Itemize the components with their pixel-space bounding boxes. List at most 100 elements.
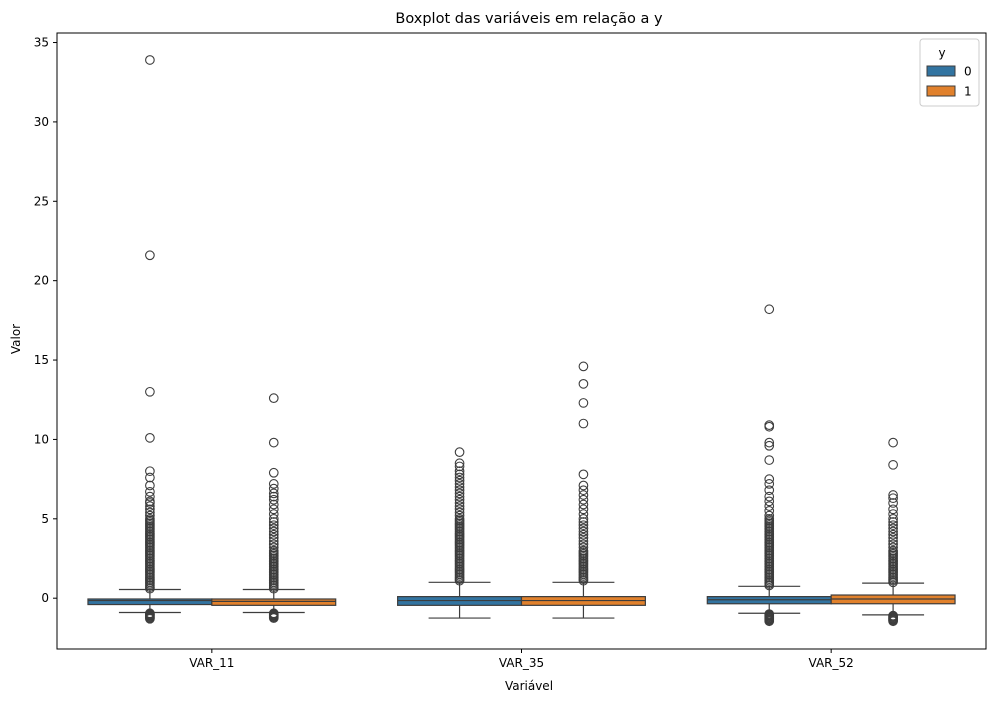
outlier-point <box>764 501 775 511</box>
outlier-point <box>454 501 465 511</box>
outlier-point <box>764 474 775 484</box>
outlier-point <box>145 55 155 65</box>
outlier-point <box>578 361 589 372</box>
box-VAR_52-y1 <box>830 437 956 627</box>
outlier-point <box>454 504 465 515</box>
outlier-point <box>764 510 775 521</box>
y-tick-label: 5 <box>41 512 49 526</box>
outlier-point <box>268 529 279 540</box>
outlier-point <box>145 501 155 511</box>
chart-title: Boxplot das variáveis em relação a y <box>395 11 663 27</box>
outlier-point <box>578 494 589 505</box>
outlier-point <box>764 491 775 502</box>
outlier-point <box>888 520 898 531</box>
outlier-point <box>764 506 775 516</box>
outlier-point <box>268 526 279 537</box>
outlier-point <box>578 533 589 543</box>
x-axis: VAR_11 VAR_35 VAR_52 <box>189 649 854 670</box>
outlier-point <box>454 507 465 518</box>
outlier-point <box>578 490 589 500</box>
outlier-point <box>145 513 155 524</box>
x-tick-label: VAR_11 <box>189 656 234 670</box>
box-VAR_11-y1 <box>211 393 337 623</box>
outlier-point <box>578 539 589 550</box>
outlier-point <box>578 509 589 519</box>
outlier-point <box>454 475 465 486</box>
legend-swatch-1 <box>926 85 956 97</box>
outlier-point <box>454 479 465 489</box>
outlier-point <box>764 479 775 489</box>
outlier-point <box>578 526 589 537</box>
outlier-point <box>145 504 155 515</box>
y-tick-label: 25 <box>34 194 49 208</box>
outlier-point <box>454 494 465 505</box>
outlier-point <box>578 545 589 556</box>
outlier-point <box>578 523 589 534</box>
outlier-point <box>268 520 279 531</box>
outlier-point <box>888 526 898 537</box>
outlier-point <box>578 517 589 527</box>
box-VAR_52-y0 <box>706 304 832 627</box>
outlier-point <box>578 504 589 515</box>
box-VAR_35-y0 <box>397 447 523 619</box>
outlier-point <box>268 523 279 534</box>
outlier-point <box>888 459 898 470</box>
y-axis-title: Valor <box>9 324 23 354</box>
outlier-point <box>145 510 155 521</box>
outlier-point <box>454 447 465 457</box>
y-tick-label: 30 <box>34 115 49 129</box>
outlier-point <box>268 513 279 524</box>
outlier-point <box>145 507 155 518</box>
outlier-point <box>454 469 465 480</box>
outlier-point <box>764 420 775 430</box>
outlier-point <box>268 533 279 543</box>
outlier-point <box>888 504 898 515</box>
y-tick-label: 10 <box>34 432 49 446</box>
legend-title: y <box>938 46 945 60</box>
outlier-point <box>268 488 279 499</box>
outlier-point <box>268 483 279 494</box>
outlier-point <box>454 498 465 508</box>
box-body <box>211 598 337 606</box>
outlier-point <box>268 491 279 502</box>
y-tick-label: 15 <box>34 353 49 367</box>
outlier-point <box>454 488 465 499</box>
outlier-point <box>578 542 589 553</box>
outlier-point <box>888 490 898 500</box>
outlier-point <box>145 491 155 502</box>
plot-frame <box>56 32 987 650</box>
outlier-point <box>454 513 465 524</box>
outlier-point <box>578 469 589 480</box>
outlier-point <box>268 467 279 478</box>
outlier-point <box>888 536 898 546</box>
outlier-point <box>268 613 279 623</box>
outlier-point <box>454 482 465 492</box>
outlier-point <box>145 432 155 443</box>
outlier-point <box>888 542 898 553</box>
outlier-point <box>578 513 589 524</box>
y-tick-label: 20 <box>34 274 49 288</box>
outlier-point <box>268 517 279 527</box>
legend: y 0 1 <box>919 38 980 107</box>
outlier-point <box>578 520 589 531</box>
outlier-point <box>145 466 155 477</box>
outlier-point <box>578 536 589 546</box>
outlier-point <box>578 485 589 496</box>
outlier-point <box>888 545 898 556</box>
outlier-point <box>268 545 279 556</box>
legend-label-0: 0 <box>964 65 972 79</box>
y-tick-label: 35 <box>34 36 49 50</box>
outlier-point <box>578 398 589 408</box>
outlier-point <box>145 480 155 491</box>
outlier-point <box>888 498 898 508</box>
outlier-point <box>888 513 898 524</box>
outlier-point <box>145 486 155 497</box>
outlier-point <box>454 472 465 483</box>
outlier-point <box>888 616 898 627</box>
outlier-point <box>764 304 775 315</box>
x-tick-label: VAR_52 <box>809 656 854 670</box>
outlier-point <box>888 493 898 504</box>
outlier-point <box>888 437 898 448</box>
legend-swatch-0 <box>926 65 956 77</box>
